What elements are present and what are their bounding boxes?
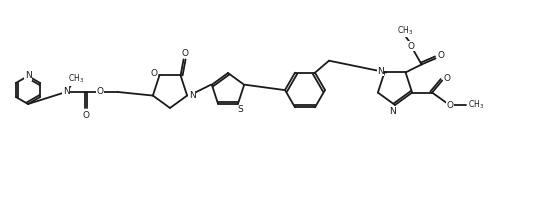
Text: CH$_3$: CH$_3$: [68, 73, 84, 85]
Text: O: O: [151, 69, 158, 78]
Text: N: N: [377, 67, 384, 76]
Text: N: N: [189, 91, 196, 100]
Text: O: O: [96, 88, 104, 97]
Text: N: N: [63, 88, 69, 97]
Text: O: O: [407, 42, 414, 51]
Text: O: O: [446, 101, 453, 110]
Text: N: N: [25, 72, 32, 80]
Text: O: O: [444, 74, 451, 83]
Text: O: O: [181, 49, 188, 58]
Text: N: N: [390, 106, 396, 116]
Text: O: O: [437, 51, 444, 60]
Text: S: S: [237, 105, 243, 114]
Text: CH$_3$: CH$_3$: [468, 98, 484, 111]
Text: O: O: [82, 110, 89, 119]
Text: CH$_3$: CH$_3$: [397, 24, 414, 37]
